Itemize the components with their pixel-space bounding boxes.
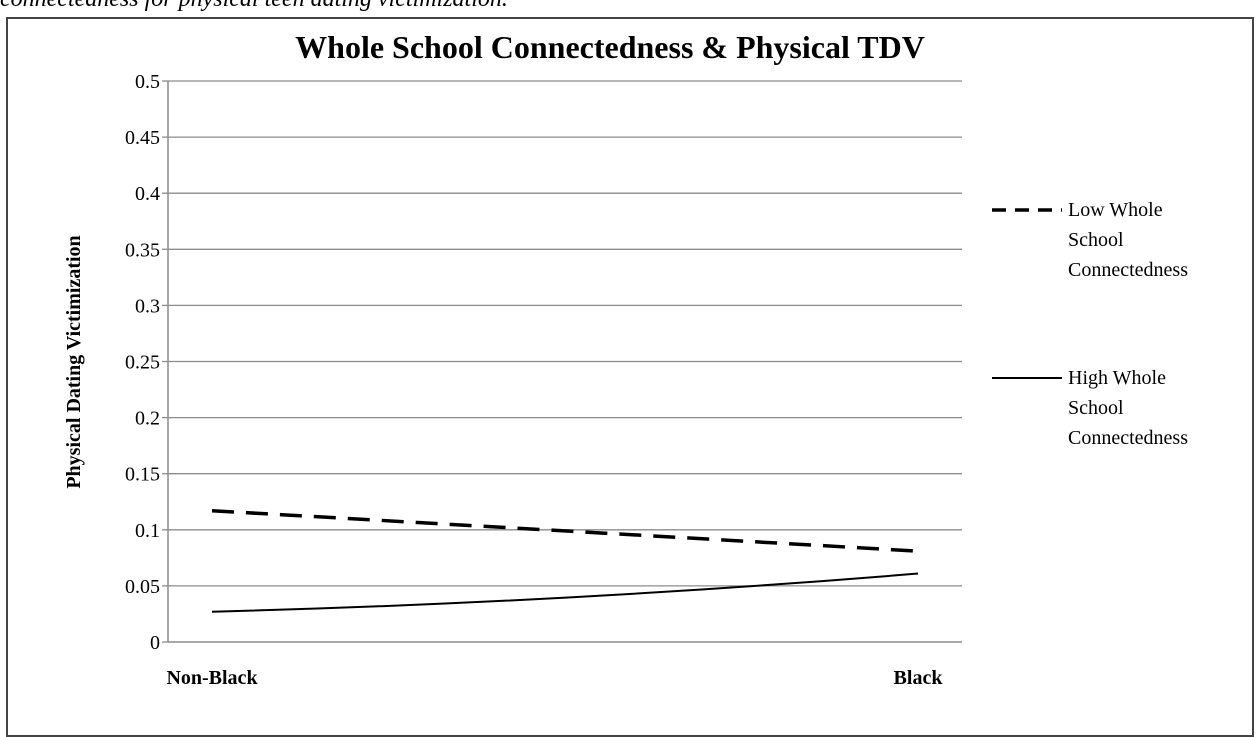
y-tick-label: 0.35 [125, 239, 160, 261]
x-axis-categories: Non-Black Black [166, 667, 943, 689]
legend-label: Low Whole School Connectedness [1068, 199, 1188, 281]
series-line-high [211, 572, 919, 613]
y-tick-label: 0.3 [135, 295, 160, 317]
y-tick-label: 0 [150, 632, 160, 654]
y-tick-label: 0.05 [125, 576, 160, 598]
y-tick-label: 0.25 [125, 352, 160, 374]
y-tick-label: 0.1 [135, 520, 160, 542]
y-axis-label: Physical Dating Victimization [63, 235, 85, 488]
y-tick-label: 0.2 [135, 408, 160, 430]
figure-caption: connectedness for physical teen dating v… [0, 0, 1259, 20]
legend: Low Whole School Connectedness High Whole Sc… [992, 199, 1188, 449]
y-tick-label: 0.4 [135, 183, 160, 205]
y-tick-label: 0.45 [125, 127, 160, 149]
x-category-label: Non-Black [166, 667, 258, 689]
axes [167, 81, 962, 643]
x-category-label: Black [894, 667, 944, 689]
y-tick-label: 0.15 [125, 464, 160, 486]
chart-title: Whole School Connectedness & Physical TD… [295, 29, 925, 65]
legend-label: High Whole School Connectedness [1068, 367, 1188, 449]
y-tick-label: 0.5 [135, 71, 160, 93]
series-line-low [211, 508, 919, 553]
y-axis-ticks: 0 0.05 0.1 0.15 0.2 0.25 0.3 0.35 0.4 0.45 0.5 [125, 71, 160, 654]
series-lines [211, 508, 919, 613]
gridlines [162, 80, 962, 643]
